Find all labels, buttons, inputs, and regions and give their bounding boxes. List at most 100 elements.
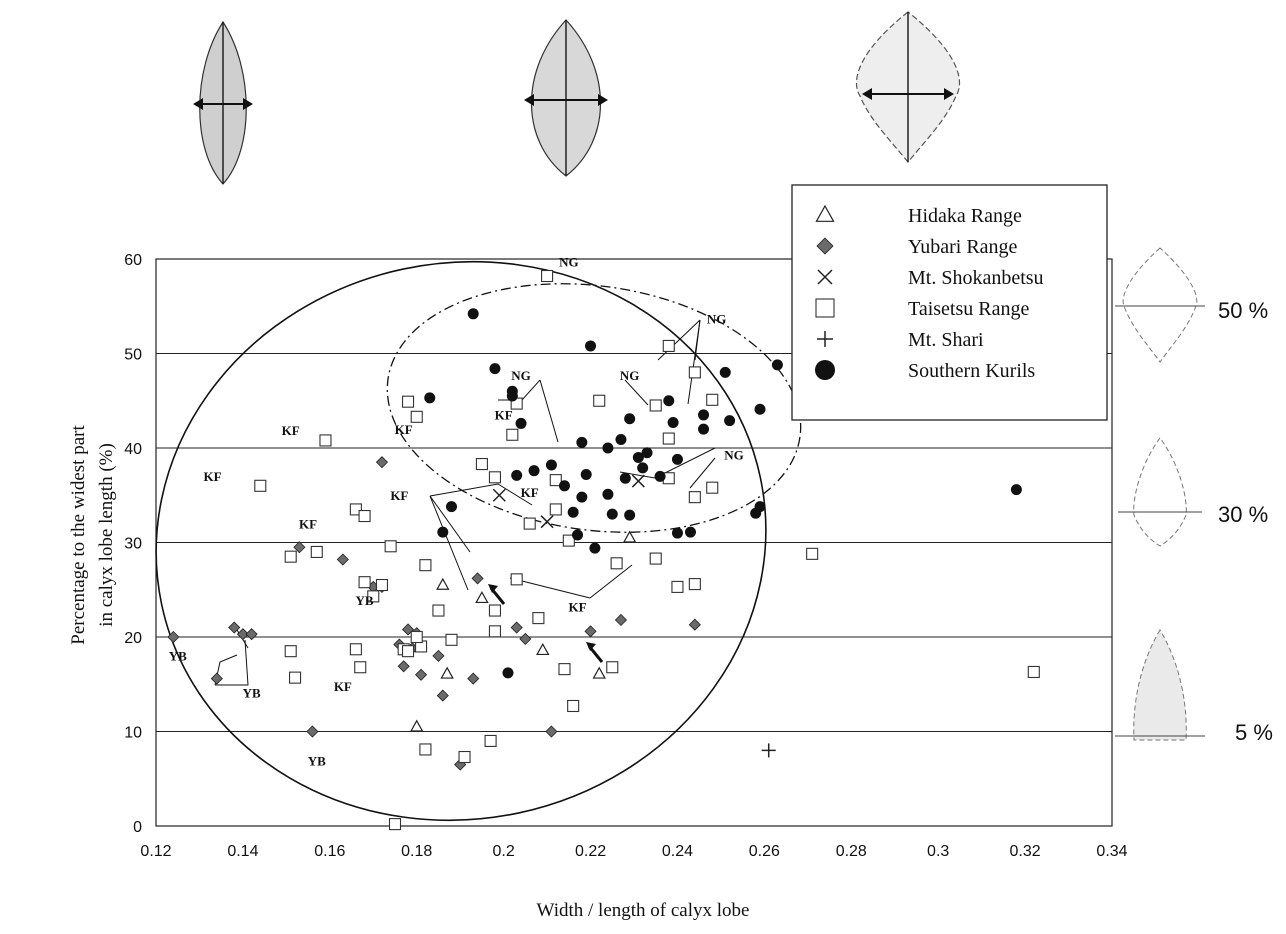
data-point-square: [445, 633, 458, 646]
data-point-circle: [619, 472, 631, 484]
data-point-square: [358, 576, 371, 589]
y-tick-label: 20: [124, 630, 142, 647]
data-point-circle: [663, 395, 675, 407]
x-tick-label: 0.14: [227, 843, 258, 860]
series-taisetsu-range: [254, 269, 1040, 831]
data-point-circle: [589, 542, 601, 554]
data-point-diamond: [614, 613, 628, 627]
data-point-diamond: [306, 725, 319, 738]
data-point-circle: [698, 423, 710, 435]
data-point-diamond: [210, 672, 223, 685]
right-lobe-shape-5: [1115, 629, 1205, 741]
data-point-circle: [624, 509, 636, 521]
data-point-diamond: [167, 630, 180, 644]
data-point-circle: [576, 436, 588, 448]
data-point-square: [688, 578, 701, 591]
data-point-square: [254, 479, 267, 492]
data-point-square: [388, 818, 402, 831]
data-point-circle: [624, 413, 636, 425]
data-point-circle: [754, 501, 766, 513]
right-label-50: 50 %: [1218, 298, 1268, 323]
data-point-diamond: [228, 621, 241, 634]
x-tick-label: 0.22: [575, 843, 606, 860]
data-point-circle: [671, 527, 683, 539]
x-tick-label: 0.3: [927, 843, 949, 860]
y-axis-title-line-1: Percentage to the widest part: [68, 425, 89, 645]
data-point-square: [549, 474, 562, 487]
data-point-plus: [761, 743, 776, 758]
data-point-triangle: [536, 643, 550, 656]
data-point-square: [662, 339, 675, 352]
data-points: [167, 269, 1040, 831]
annotation-label: KF: [334, 679, 352, 694]
legend-label: Mt. Shari: [908, 329, 984, 351]
data-point-square: [649, 399, 662, 412]
series-mt-shokanbetsu: [492, 474, 645, 529]
legend-label: Southern Kurils: [908, 360, 1035, 382]
data-point-square: [349, 643, 362, 656]
legend-label: Taisetsu Range: [908, 298, 1029, 320]
data-point-diamond: [436, 689, 449, 702]
envelope-ellipse-all: [155, 260, 767, 822]
legend-marker-circle: [815, 360, 835, 380]
series-yubari-range: [167, 456, 701, 771]
data-point-diamond: [293, 541, 306, 554]
data-point-circle: [771, 359, 783, 371]
data-point-circle: [684, 526, 696, 538]
y-tick-label: 60: [124, 252, 142, 269]
data-point-square: [475, 458, 488, 471]
annotation-label: YB: [308, 754, 326, 769]
data-point-circle: [580, 468, 592, 480]
data-point-square: [319, 434, 332, 447]
x-tick-label: 0.26: [749, 843, 780, 860]
data-point-square: [649, 552, 662, 565]
data-point-square: [419, 559, 432, 572]
data-point-square: [558, 663, 571, 676]
data-point-triangle: [592, 666, 606, 679]
series-southern-kurils: [424, 308, 1022, 679]
annotation-label: YB: [243, 685, 261, 700]
y-tick-label: 40: [124, 441, 142, 458]
data-point-diamond: [432, 649, 445, 662]
annotation-label: YB: [356, 593, 374, 608]
data-point-square: [706, 393, 719, 406]
data-point-square: [458, 750, 471, 764]
data-point-circle: [637, 462, 649, 474]
data-point-square: [289, 671, 302, 684]
data-point-square: [484, 734, 497, 748]
data-point-circle: [437, 526, 449, 538]
data-point-square: [593, 394, 606, 407]
data-point-circle: [654, 470, 666, 482]
data-point-diamond: [375, 456, 389, 469]
annotation-connector-lines: [214, 319, 716, 686]
lobe-shape-medium: [524, 19, 608, 177]
data-point-x: [492, 488, 506, 502]
data-point-circle: [602, 488, 614, 500]
x-tick-label: 0.18: [401, 843, 432, 860]
data-point-circle: [615, 433, 627, 445]
data-point-diamond: [584, 625, 597, 638]
lobe-shape-narrow: [193, 20, 253, 185]
legend: Hidaka Range Yubari Range Mt. Shokanbetsu T…: [791, 184, 1108, 421]
data-point-x: [631, 474, 645, 488]
data-point-circle: [641, 447, 653, 459]
y-tick-label: 30: [124, 536, 142, 553]
legend-label: Yubari Range: [908, 236, 1018, 258]
data-point-circle: [576, 491, 588, 503]
annotation-label: KF: [282, 423, 300, 438]
data-point-square: [354, 661, 367, 674]
data-point-triangle: [440, 666, 454, 679]
data-point-square: [349, 503, 362, 516]
data-point-square: [541, 269, 554, 283]
data-point-square: [1027, 665, 1040, 679]
data-point-triangle: [410, 719, 424, 732]
right-label-30: 30 %: [1218, 502, 1268, 527]
data-point-square: [401, 645, 415, 658]
y-tick-label: 10: [124, 725, 142, 742]
data-point-square: [688, 366, 701, 379]
data-point-triangle: [622, 530, 637, 543]
x-tick-label: 0.12: [140, 843, 171, 860]
data-point-circle: [424, 392, 436, 404]
x-tick-label: 0.2: [493, 843, 515, 860]
